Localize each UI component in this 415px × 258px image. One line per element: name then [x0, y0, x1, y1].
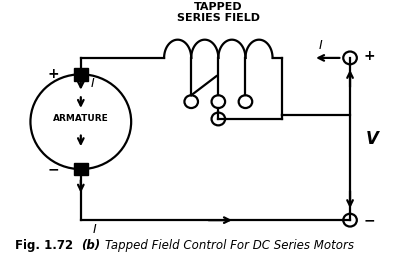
Text: +: + — [48, 67, 59, 81]
Text: (b): (b) — [81, 239, 100, 252]
Text: ARMATURE: ARMATURE — [53, 114, 109, 123]
Bar — [74, 68, 88, 81]
Text: +: + — [364, 49, 375, 63]
Text: I: I — [319, 39, 323, 52]
Text: −: − — [364, 213, 375, 227]
Text: −: − — [48, 162, 59, 176]
Text: I: I — [90, 77, 94, 90]
Text: V: V — [366, 130, 378, 148]
Text: Tapped Field Control For DC Series Motors: Tapped Field Control For DC Series Motor… — [105, 239, 354, 252]
Bar — [74, 163, 88, 175]
Text: TAPPED
SERIES FIELD: TAPPED SERIES FIELD — [177, 2, 260, 23]
Text: I: I — [93, 223, 96, 236]
Text: Fig. 1.72: Fig. 1.72 — [15, 239, 73, 252]
